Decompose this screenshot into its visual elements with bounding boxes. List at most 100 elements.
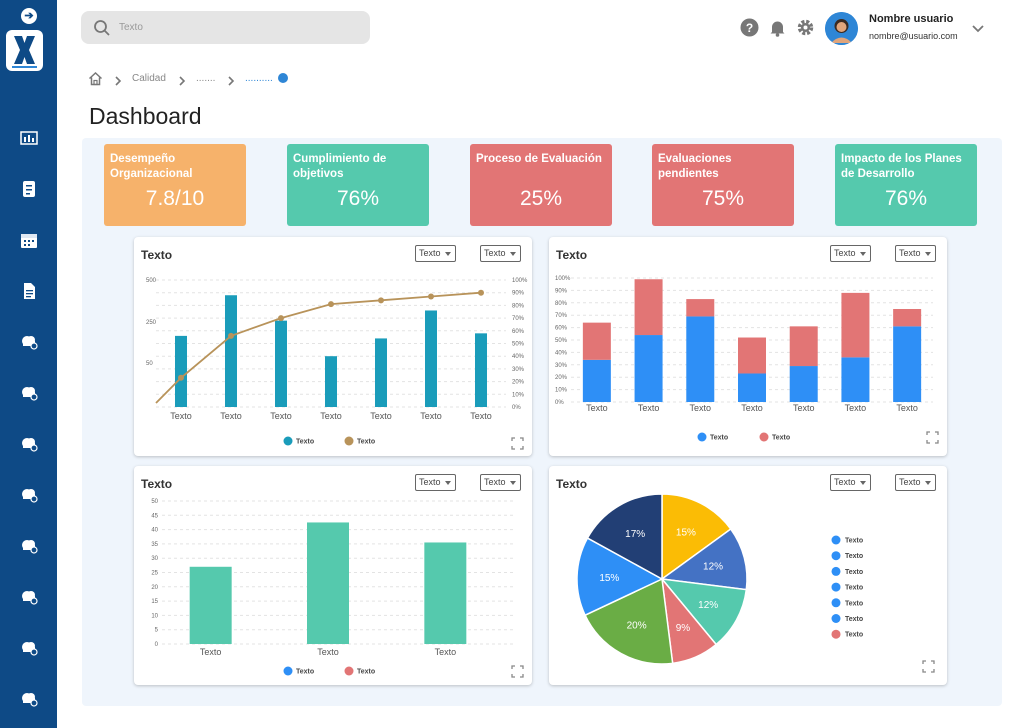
legend-label: Texto — [296, 669, 314, 676]
dropdown-arrow-icon — [925, 252, 931, 256]
cloud-user-icon[interactable] — [18, 688, 40, 710]
bar — [189, 566, 232, 644]
y-tick-label: 60% — [555, 326, 568, 332]
help-icon[interactable]: ? — [740, 18, 759, 37]
user-email: nombre@usuario.com — [869, 31, 958, 41]
expand-icon[interactable] — [926, 431, 939, 444]
cloud-user-icon[interactable] — [18, 433, 40, 455]
settings-gear-icon[interactable] — [796, 18, 815, 37]
filter-dropdown[interactable]: Texto — [480, 245, 521, 262]
bar-segment — [582, 322, 611, 360]
notification-bell-icon[interactable] — [768, 18, 787, 37]
bar-segment — [634, 335, 663, 402]
bar-segment — [841, 292, 870, 358]
y-tick-label: 25 — [151, 571, 158, 577]
x-tick-label: Texto — [317, 647, 339, 657]
kpi-card[interactable]: Proceso de Evaluación 25% — [470, 144, 612, 226]
document-icon[interactable] — [18, 280, 40, 302]
legend-label: Texto — [845, 585, 863, 592]
cloud-user-icon[interactable] — [18, 535, 40, 557]
pie-slice-label: 20% — [627, 621, 647, 632]
avatar[interactable] — [825, 12, 858, 45]
legend-dot — [831, 566, 841, 576]
home-icon[interactable] — [88, 71, 103, 86]
y-tick-label-left: 50 — [146, 361, 153, 367]
dropdown-arrow-icon — [925, 481, 931, 485]
y-tick-label-left: 250 — [146, 320, 157, 326]
legend-label: Texto — [845, 616, 863, 623]
kpi-card[interactable]: Desempeño Organizacional 7.8/10 — [104, 144, 246, 226]
user-name: Nombre usuario — [869, 13, 954, 25]
cloud-user-icon[interactable] — [18, 637, 40, 659]
kpi-card[interactable]: Impacto de los Planes de Desarrollo 76% — [835, 144, 977, 226]
bar-segment — [686, 316, 715, 402]
legend-label: Texto — [296, 439, 314, 446]
stacked-bar-chart: 100% 90% 80% 70% 60% 50% 40% 30% 20% 10% 0% Texto Te… — [555, 276, 933, 442]
bar — [424, 542, 467, 644]
filter-dropdown[interactable]: Texto — [830, 245, 871, 262]
pie-slice-label: 12% — [698, 600, 718, 611]
expand-icon[interactable] — [511, 437, 524, 450]
dropdown-value: Texto — [834, 477, 856, 487]
collapse-arrow-icon[interactable]: ➔ — [21, 8, 37, 24]
legend-dot — [344, 436, 354, 446]
x-tick-label: Texto — [320, 411, 342, 421]
chevron-right-icon — [114, 73, 122, 86]
cloud-user-icon[interactable] — [18, 484, 40, 506]
legend-dot — [759, 432, 769, 442]
line-point — [278, 315, 284, 322]
card-title: Texto — [556, 248, 588, 262]
cloud-user-icon[interactable] — [18, 382, 40, 404]
filter-dropdown[interactable]: Texto — [415, 474, 456, 491]
x-tick-label: Texto — [435, 647, 457, 657]
filter-dropdown[interactable]: Texto — [895, 245, 936, 262]
y-tick-label: 15 — [151, 599, 158, 605]
pie-slice-label: 9% — [676, 623, 691, 634]
legend-dot — [283, 436, 293, 446]
filter-dropdown[interactable]: Texto — [895, 474, 936, 491]
calendar-icon[interactable] — [18, 229, 40, 251]
search-input[interactable] — [119, 17, 359, 38]
clipboard-list-icon[interactable] — [18, 178, 40, 200]
y-tick-label-left: 500 — [146, 278, 157, 284]
kpi-value: 76% — [884, 187, 928, 210]
expand-icon[interactable] — [922, 660, 935, 673]
pie-slice — [660, 578, 748, 646]
pie-slice — [584, 577, 674, 665]
legend-dot — [831, 535, 841, 545]
line-point — [178, 374, 184, 381]
breadcrumb-item-current[interactable]: .......... — [245, 73, 273, 84]
kpi-card[interactable]: Evaluaciones pendientes 75% — [652, 144, 794, 226]
card-title: Texto — [141, 477, 173, 491]
legend-dot — [283, 666, 293, 676]
x-tick-label: Texto — [170, 411, 192, 421]
chevron-down-icon[interactable] — [971, 21, 985, 33]
chart-card-bar-line: Texto Texto Texto 100% 90% 80% 70% 60% 50% 40%… — [134, 237, 532, 456]
chart-report-icon[interactable] — [18, 127, 40, 149]
y-tick-label-right: 90% — [512, 291, 525, 297]
bar-segment — [582, 359, 611, 402]
y-tick-label: 100% — [555, 276, 571, 282]
breadcrumb-item[interactable]: Calidad — [132, 73, 166, 84]
kpi-label: Desempeño Organizacional — [110, 153, 193, 180]
kpi-label: Impacto de los Planes de Desarrollo — [841, 153, 962, 180]
filter-dropdown[interactable]: Texto — [415, 245, 456, 262]
legend-dot — [831, 629, 841, 639]
breadcrumb-item[interactable]: ....... — [196, 73, 216, 84]
chart-card-pie: Texto Texto Texto 15% 12% 12% 9% 20% 15% 17% Te… — [549, 466, 947, 685]
kpi-card[interactable]: Cumplimiento de objetivos 76% — [287, 144, 429, 226]
y-tick-label-right: 70% — [512, 316, 525, 322]
expand-icon[interactable] — [511, 665, 524, 678]
bar-segment — [738, 337, 766, 374]
x-tick-label: Texto — [470, 411, 492, 421]
legend-label: Texto — [772, 435, 790, 442]
x-tick-label: Texto — [200, 647, 222, 657]
y-tick-label: 0% — [555, 400, 564, 406]
cloud-user-icon[interactable] — [18, 586, 40, 608]
y-tick-label: 10% — [555, 388, 568, 394]
filter-dropdown[interactable]: Texto — [830, 474, 871, 491]
filter-dropdown[interactable]: Texto — [480, 474, 521, 491]
x-tick-label: Texto — [690, 403, 712, 413]
cloud-user-icon[interactable] — [18, 331, 40, 353]
svg-text:?: ? — [746, 21, 753, 35]
